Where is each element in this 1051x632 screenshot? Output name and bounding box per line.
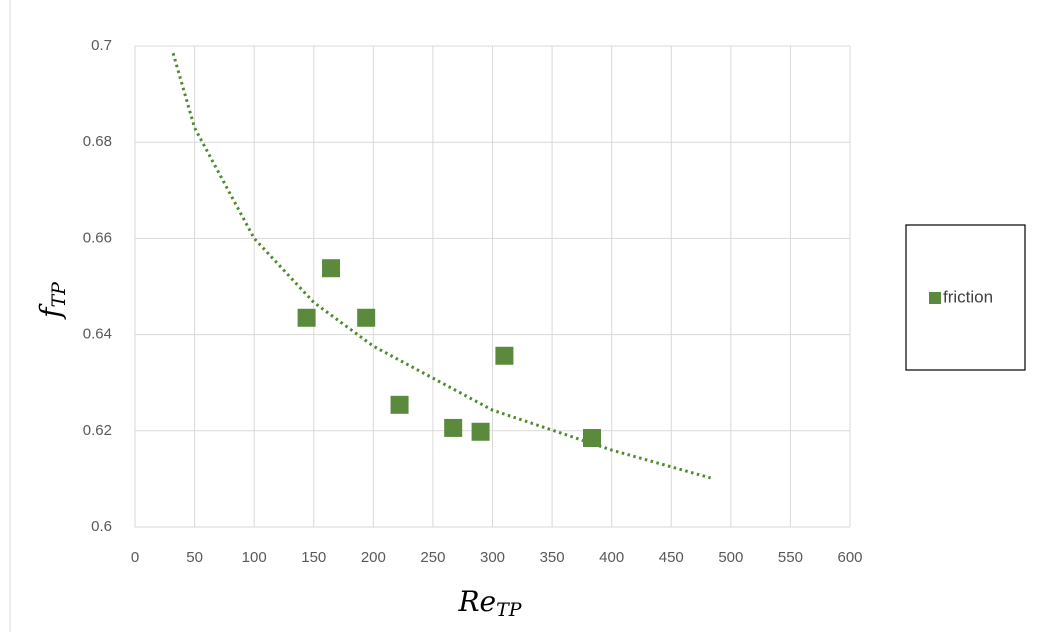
data-point <box>495 346 514 365</box>
x-tick-label: 300 <box>480 549 505 566</box>
legend: friction <box>929 287 993 306</box>
y-tick-label: 0.66 <box>83 229 112 246</box>
plot <box>171 52 711 480</box>
data-point <box>322 259 341 278</box>
x-tick-label: 0 <box>131 549 139 566</box>
y-axis-title: fTP <box>34 281 71 320</box>
x-tick-label: 250 <box>420 549 445 566</box>
y-tick-label: 0.62 <box>83 422 112 439</box>
y-tick-label: 0.64 <box>83 326 112 343</box>
y-tick-label: 0.68 <box>83 133 112 150</box>
x-tick-label: 150 <box>301 549 326 566</box>
legend-box <box>905 224 1026 371</box>
x-tick-label: 350 <box>540 549 565 566</box>
y-tick-label: 0.6 <box>91 518 112 535</box>
x-tick-label: 100 <box>242 549 267 566</box>
legend-marker <box>929 292 941 304</box>
grid: 0.6 0.62 0.64 0.66 0.68 0.7 0 50 100 150 200 250 300… <box>83 37 863 566</box>
x-axis-title-sub: TP <box>496 599 523 621</box>
x-tick-label: 500 <box>718 549 743 566</box>
x-tick-label: 550 <box>778 549 803 566</box>
data-point <box>471 422 490 441</box>
x-axis-title-main: Re <box>457 585 496 618</box>
x-tick-label: 450 <box>659 549 684 566</box>
data-point <box>444 418 463 437</box>
x-axis-title: ReTP <box>457 585 522 622</box>
y-tick-label: 0.7 <box>91 37 112 54</box>
x-tick-label: 600 <box>837 549 862 566</box>
x-tick-label: 400 <box>599 549 624 566</box>
data-point <box>583 429 602 448</box>
legend-label: friction <box>943 287 993 306</box>
x-tick-label: 50 <box>186 549 203 566</box>
data-point <box>297 308 316 327</box>
x-tick-label: 200 <box>361 549 386 566</box>
data-point <box>390 395 409 414</box>
y-axis-title-sub: TP <box>48 281 70 308</box>
data-point <box>357 308 376 327</box>
